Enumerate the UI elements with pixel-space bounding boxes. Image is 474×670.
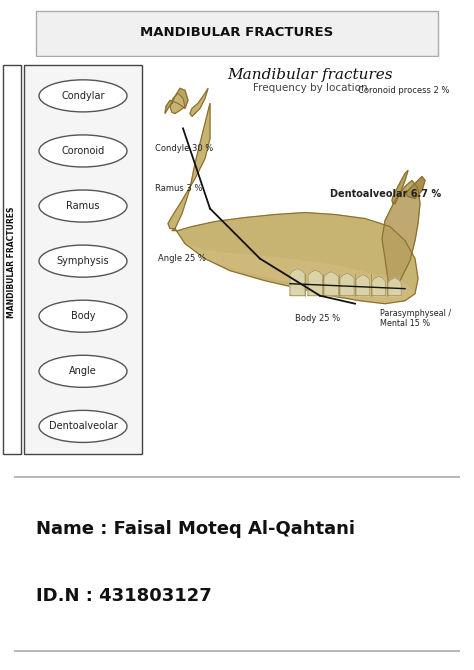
Text: Condyle 30 %: Condyle 30 % — [155, 144, 213, 153]
Polygon shape — [190, 88, 208, 117]
Polygon shape — [165, 88, 188, 113]
Text: Dentoalveolar 6.7 %: Dentoalveolar 6.7 % — [330, 188, 441, 198]
Polygon shape — [168, 103, 210, 228]
Text: Frequency by location: Frequency by location — [253, 83, 367, 93]
Bar — [3, 65, 21, 454]
Polygon shape — [372, 276, 385, 295]
Ellipse shape — [39, 190, 127, 222]
Polygon shape — [324, 271, 338, 295]
Text: Angle 25 %: Angle 25 % — [158, 254, 206, 263]
Polygon shape — [172, 212, 418, 304]
Text: Body: Body — [71, 312, 95, 321]
Ellipse shape — [39, 355, 127, 387]
FancyBboxPatch shape — [10, 478, 464, 651]
Text: Ramus 3 %: Ramus 3 % — [155, 184, 202, 193]
Text: ID.N : 431803127: ID.N : 431803127 — [36, 588, 212, 606]
Ellipse shape — [39, 245, 127, 277]
Text: MANDIBULAR FRACTURES: MANDIBULAR FRACTURES — [140, 26, 334, 39]
Ellipse shape — [39, 300, 127, 332]
Polygon shape — [405, 176, 425, 198]
Text: Angle: Angle — [69, 366, 97, 377]
Polygon shape — [185, 244, 415, 303]
Text: Dentoalveolar: Dentoalveolar — [49, 421, 118, 431]
Text: MANDIBULAR FRACTURES: MANDIBULAR FRACTURES — [8, 207, 17, 318]
Text: Symphysis: Symphysis — [57, 256, 109, 266]
Text: Parasymphyseal /
Mental 15 %: Parasymphyseal / Mental 15 % — [380, 309, 451, 328]
Text: Ramus: Ramus — [66, 201, 100, 211]
Ellipse shape — [39, 135, 127, 167]
Text: Condylar: Condylar — [61, 91, 105, 101]
Ellipse shape — [39, 80, 127, 112]
Ellipse shape — [39, 410, 127, 442]
Text: Coronoid process 2 %: Coronoid process 2 % — [358, 86, 449, 95]
Bar — [24, 65, 142, 454]
Text: Coronoid: Coronoid — [61, 146, 105, 156]
Text: Mandibular fractures: Mandibular fractures — [227, 68, 393, 82]
Polygon shape — [388, 277, 401, 295]
FancyBboxPatch shape — [36, 11, 438, 56]
Polygon shape — [356, 275, 370, 295]
Polygon shape — [308, 270, 323, 295]
Polygon shape — [340, 273, 354, 295]
Polygon shape — [170, 93, 185, 113]
Polygon shape — [382, 180, 420, 293]
Polygon shape — [290, 269, 305, 295]
Polygon shape — [392, 170, 408, 204]
Text: Body 25 %: Body 25 % — [295, 314, 340, 323]
Text: Name : Faisal Moteq Al-Qahtani: Name : Faisal Moteq Al-Qahtani — [36, 520, 356, 538]
